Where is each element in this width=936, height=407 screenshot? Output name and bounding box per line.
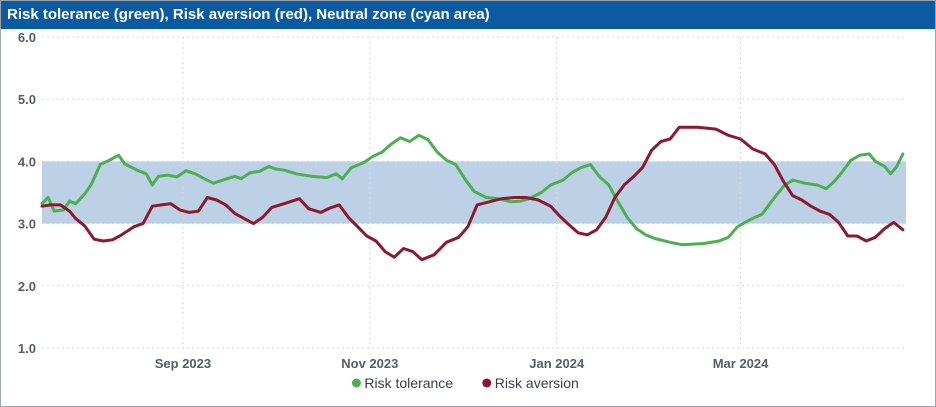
x-tick-label: Mar 2024 (713, 356, 769, 371)
x-tick-label: Jan 2024 (529, 356, 585, 371)
series-line-risk-aversion (40, 125, 905, 262)
y-tick-label: 5.0 (18, 92, 36, 107)
y-tick-label: 1.0 (18, 341, 36, 356)
x-tick-label: Sep 2023 (155, 356, 211, 371)
title-bar: Risk tolerance (green), Risk aversion (r… (1, 1, 935, 29)
legend-marker-risk-aversion (482, 378, 492, 388)
y-tick-label: 2.0 (18, 279, 36, 294)
legend-label-risk-tolerance: Risk tolerance (364, 375, 453, 391)
legend-marker-risk-tolerance (351, 378, 361, 388)
y-tick-label: 6.0 (18, 30, 36, 45)
x-tick-label: Nov 2023 (341, 356, 398, 371)
y-tick-label: 4.0 (18, 154, 36, 169)
chart-title: Risk tolerance (green), Risk aversion (r… (7, 6, 490, 23)
series-line-risk-tolerance (40, 133, 905, 247)
y-tick-label: 3.0 (18, 217, 36, 232)
legend-label-risk-aversion: Risk aversion (495, 375, 579, 391)
